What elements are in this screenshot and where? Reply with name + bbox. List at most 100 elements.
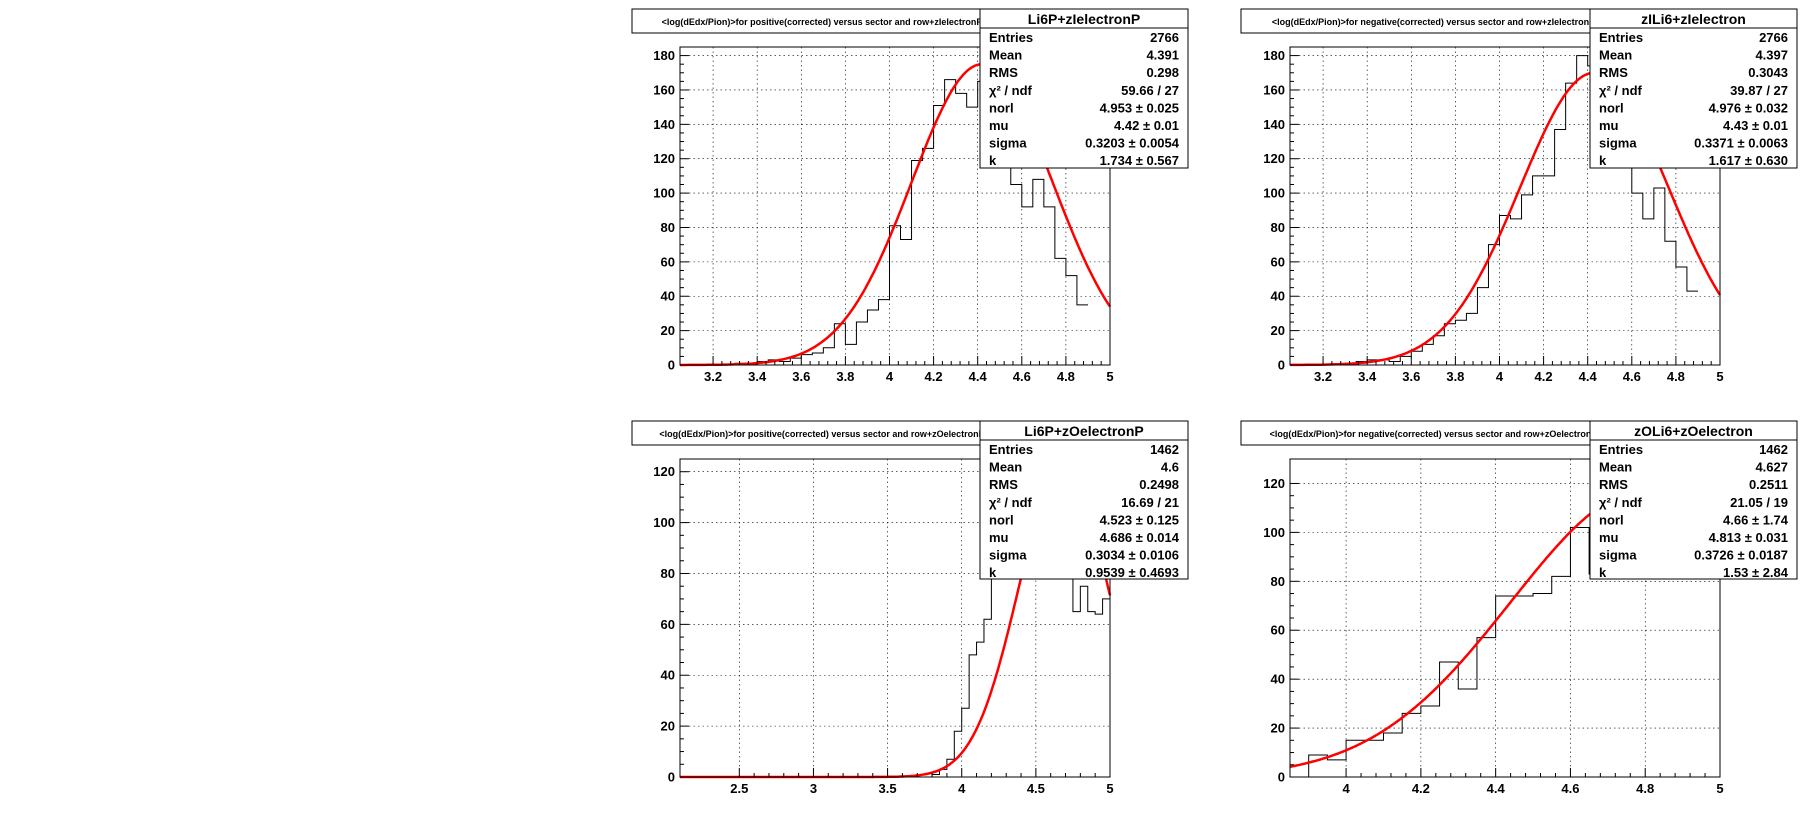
y-tick-label: 0 xyxy=(1278,770,1285,785)
y-tick-label: 20 xyxy=(661,719,675,734)
y-tick-label: 100 xyxy=(1263,525,1285,540)
stats-key: mu xyxy=(989,118,1009,133)
stats-value: 21.05 / 19 xyxy=(1730,495,1788,510)
stats-key: mu xyxy=(1599,530,1619,545)
x-tick-label: 3.2 xyxy=(1314,369,1332,384)
stats-value: 4.66 ± 1.74 xyxy=(1723,512,1789,527)
stats-value: 4.6 xyxy=(1161,460,1179,475)
stats-value: 1462 xyxy=(1150,442,1179,457)
stats-name: zOLi6+zOelectron xyxy=(1634,423,1753,439)
x-tick-label: 4.4 xyxy=(969,369,988,384)
x-tick-label: 4.6 xyxy=(1623,369,1641,384)
y-tick-label: 140 xyxy=(653,117,675,132)
y-tick-label: 0 xyxy=(1278,358,1285,373)
stats-value: 0.3726 ± 0.0187 xyxy=(1694,548,1788,563)
plot-title: <log(dEdx/Pion)>for positive(corrected) … xyxy=(659,429,984,439)
stats-key: k xyxy=(989,565,997,580)
histogram-panel-1: 3.2 3.4 3.6 3.8 4 4.2 4.4 4.6 4.8 5 0 20 40 60 80 100 12… xyxy=(631,8,1189,384)
stats-box xyxy=(1589,420,1798,580)
stats-key: χ² / ndf xyxy=(1599,495,1643,510)
y-tick-label: 120 xyxy=(1263,476,1285,491)
stats-value: 59.66 / 27 xyxy=(1121,83,1179,98)
histogram-panel-3: 2.5 3 3.5 4 4.5 5 0 20 40 60 80 100 120 <log(dEdx/Pio… xyxy=(631,420,1189,796)
stats-key: k xyxy=(1599,153,1607,168)
stats-key: sigma xyxy=(1599,136,1637,151)
plot-title-box xyxy=(631,420,1033,446)
stats-value: 4.953 ± 0.025 xyxy=(1100,100,1179,115)
x-tick-label: 3.8 xyxy=(1446,369,1464,384)
stats-key: Entries xyxy=(989,30,1033,45)
y-tick-label: 60 xyxy=(1271,623,1285,638)
y-tick-label: 160 xyxy=(1263,82,1285,97)
stats-key: norl xyxy=(1599,100,1624,115)
x-tick-label: 4.6 xyxy=(1013,369,1031,384)
x-tick-label: 3.2 xyxy=(704,369,722,384)
y-tick-label: 120 xyxy=(653,151,675,166)
stats-name: Li6P+zIelectronP xyxy=(1028,11,1140,27)
stats-value: 4.813 ± 0.031 xyxy=(1709,530,1788,545)
stats-value: 4.523 ± 0.125 xyxy=(1100,512,1179,527)
stats-value: 4.391 xyxy=(1146,48,1179,63)
histogram-panel-2: 3.2 3.4 3.6 3.8 4 4.2 4.4 4.6 4.8 5 0 20 40 60 80 100 12… xyxy=(1240,8,1798,384)
stats-box xyxy=(979,8,1189,169)
plot-frame xyxy=(679,46,1111,366)
stats-value: 0.9539 ± 0.4693 xyxy=(1085,565,1179,580)
stats-key: norl xyxy=(989,100,1014,115)
plot-title: <log(dEdx/Pion)>for negative(corrected) … xyxy=(1272,17,1589,27)
stats-value: 4.627 xyxy=(1755,460,1788,475)
stats-value: 4.686 ± 0.014 xyxy=(1100,530,1180,545)
stats-value: 4.397 xyxy=(1755,48,1788,63)
x-tick-label: 4.2 xyxy=(925,369,943,384)
stats-key: sigma xyxy=(989,136,1027,151)
stats-key: sigma xyxy=(989,548,1027,563)
x-tick-label: 3 xyxy=(810,781,817,796)
stats-key: k xyxy=(989,153,997,168)
y-tick-label: 40 xyxy=(661,289,675,304)
stats-key: χ² / ndf xyxy=(989,495,1033,510)
y-tick-label: 100 xyxy=(653,186,675,201)
x-tick-label: 4 xyxy=(958,781,966,796)
x-tick-label: 3.8 xyxy=(836,369,854,384)
stats-value: 39.87 / 27 xyxy=(1730,83,1788,98)
stats-key: RMS xyxy=(1599,477,1628,492)
x-tick-label: 2.5 xyxy=(730,781,748,796)
y-tick-label: 20 xyxy=(1271,721,1285,736)
y-tick-label: 100 xyxy=(653,515,675,530)
y-tick-label: 180 xyxy=(1263,48,1285,63)
stats-key: RMS xyxy=(989,477,1018,492)
y-tick-label: 0 xyxy=(668,358,675,373)
stats-key: Mean xyxy=(989,48,1022,63)
stats-key: Entries xyxy=(989,442,1033,457)
stats-value: 0.3371 ± 0.0063 xyxy=(1694,136,1788,151)
stats-key: RMS xyxy=(1599,65,1628,80)
x-tick-label: 3.6 xyxy=(1402,369,1420,384)
stats-value: 0.2498 xyxy=(1139,477,1179,492)
histogram-panel-4: 4 4.2 4.4 4.6 4.8 5 0 20 40 60 80 100 120 <log(dEdx/P… xyxy=(1240,420,1798,796)
y-tick-label: 40 xyxy=(661,668,675,683)
stats-key: Mean xyxy=(989,460,1022,475)
y-tick-label: 40 xyxy=(1271,289,1285,304)
stats-value: 0.3034 ± 0.0106 xyxy=(1085,548,1179,563)
stats-key: Entries xyxy=(1599,30,1643,45)
plot-frame xyxy=(679,458,1111,778)
x-tick-label: 4.6 xyxy=(1561,781,1579,796)
x-tick-label: 4.8 xyxy=(1636,781,1654,796)
stats-value: 1.734 ± 0.567 xyxy=(1100,153,1179,168)
x-tick-label: 5 xyxy=(1716,369,1723,384)
y-tick-label: 120 xyxy=(1263,151,1285,166)
x-tick-label: 4.2 xyxy=(1412,781,1430,796)
y-tick-label: 40 xyxy=(1271,672,1285,687)
plot-title: <log(dEdx/Pion)>for positive(corrected) … xyxy=(662,17,983,27)
x-tick-label: 3.4 xyxy=(748,369,767,384)
stats-key: norl xyxy=(1599,512,1624,527)
x-tick-label: 4 xyxy=(1342,781,1350,796)
stats-value: 4.43 ± 0.01 xyxy=(1723,118,1788,133)
stats-key: sigma xyxy=(1599,548,1637,563)
stats-box xyxy=(1589,8,1798,169)
y-tick-label: 80 xyxy=(661,220,675,235)
x-tick-label: 4 xyxy=(886,369,894,384)
plot-title: <log(dEdx/Pion)>for negative(corrected) … xyxy=(1270,429,1592,439)
stats-key: mu xyxy=(989,530,1009,545)
x-tick-label: 5 xyxy=(1106,781,1113,796)
